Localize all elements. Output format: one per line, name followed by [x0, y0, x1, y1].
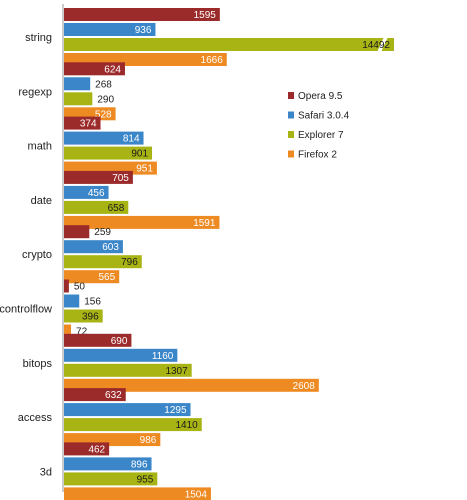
bar [64, 487, 211, 500]
category-label: string [25, 32, 52, 44]
bar [64, 348, 178, 362]
category-label: controlflow [0, 304, 52, 316]
legend-swatch [288, 131, 294, 138]
data-label: 955 [137, 474, 154, 485]
data-label: 986 [140, 435, 157, 446]
data-label: 1504 [185, 489, 208, 500]
category-label: access [18, 412, 53, 424]
data-label: 374 [80, 119, 97, 130]
axis-break-mark [377, 38, 388, 51]
legend-swatch [288, 111, 294, 119]
bar [64, 333, 132, 347]
bar [64, 457, 152, 471]
bar [64, 324, 72, 338]
data-label: 290 [97, 94, 114, 105]
bar [64, 131, 144, 145]
category-label: date [31, 195, 52, 207]
category-label: bitops [23, 358, 53, 370]
bar [64, 294, 80, 308]
data-label: 268 [95, 79, 112, 90]
bar [64, 363, 192, 377]
bar [64, 240, 123, 254]
data-label: 72 [76, 327, 88, 338]
data-label: 1410 [176, 420, 199, 431]
category-label: 3d [40, 466, 52, 478]
legend-label: Explorer 7 [298, 130, 344, 141]
data-label: 50 [74, 282, 86, 293]
bar [64, 403, 191, 417]
data-label: 14492 [362, 40, 390, 51]
data-label: 396 [82, 312, 99, 323]
bar [64, 215, 220, 229]
data-label: 1666 [201, 55, 224, 66]
bar [64, 388, 126, 402]
bar [64, 309, 103, 323]
data-label: 690 [111, 336, 128, 347]
bar [64, 225, 90, 239]
category-label: math [28, 141, 52, 153]
legend-label: Opera 9.5 [298, 91, 343, 102]
bar [64, 270, 120, 284]
bar [64, 442, 110, 456]
data-label: 462 [88, 444, 105, 455]
data-label: 603 [102, 242, 119, 253]
category-label: regexp [18, 86, 52, 98]
data-label: 1591 [193, 218, 216, 229]
data-label: 814 [123, 134, 140, 145]
bar [64, 116, 101, 130]
data-label: 896 [131, 459, 148, 470]
data-label: 1595 [194, 10, 217, 21]
bar [64, 77, 91, 91]
data-label: 565 [99, 272, 116, 283]
category-labels: string regexp math date crypto controlflow bit… [0, 32, 52, 478]
data-label: 456 [88, 188, 105, 199]
legend: Opera 9.5 Safari 3.0.4 Explorer 7 Firefox 2 [288, 91, 350, 161]
legend-label: Firefox 2 [298, 150, 337, 161]
legend-label: Safari 3.0.4 [298, 111, 350, 122]
data-label: 951 [136, 164, 153, 175]
bar [64, 38, 394, 51]
bar [64, 8, 220, 21]
category-label: crypto [22, 249, 52, 261]
bar [64, 200, 129, 214]
bar [64, 170, 133, 184]
data-label: 632 [105, 390, 122, 401]
bar [64, 418, 202, 432]
bar [64, 92, 93, 106]
data-label: 259 [94, 227, 111, 238]
bar [64, 255, 142, 269]
data-label: 2608 [293, 381, 316, 392]
data-label: 658 [108, 203, 125, 214]
data-label: 1307 [165, 366, 188, 377]
data-label: 705 [112, 173, 129, 184]
data-label: 901 [131, 149, 148, 160]
data-label: 528 [95, 109, 112, 120]
data-label: 936 [135, 25, 152, 36]
data-label: 1295 [164, 405, 187, 416]
bar [64, 62, 125, 76]
bar [64, 279, 69, 293]
bar [64, 378, 319, 392]
data-label: 624 [104, 64, 121, 75]
bar [64, 23, 156, 36]
data-label: 796 [121, 257, 138, 268]
legend-swatch [288, 150, 294, 158]
data-label: 1160 [152, 351, 174, 362]
bar [64, 472, 158, 486]
bar [64, 185, 109, 199]
data-label: 156 [84, 297, 101, 308]
legend-swatch [288, 92, 294, 99]
bar [64, 146, 153, 160]
